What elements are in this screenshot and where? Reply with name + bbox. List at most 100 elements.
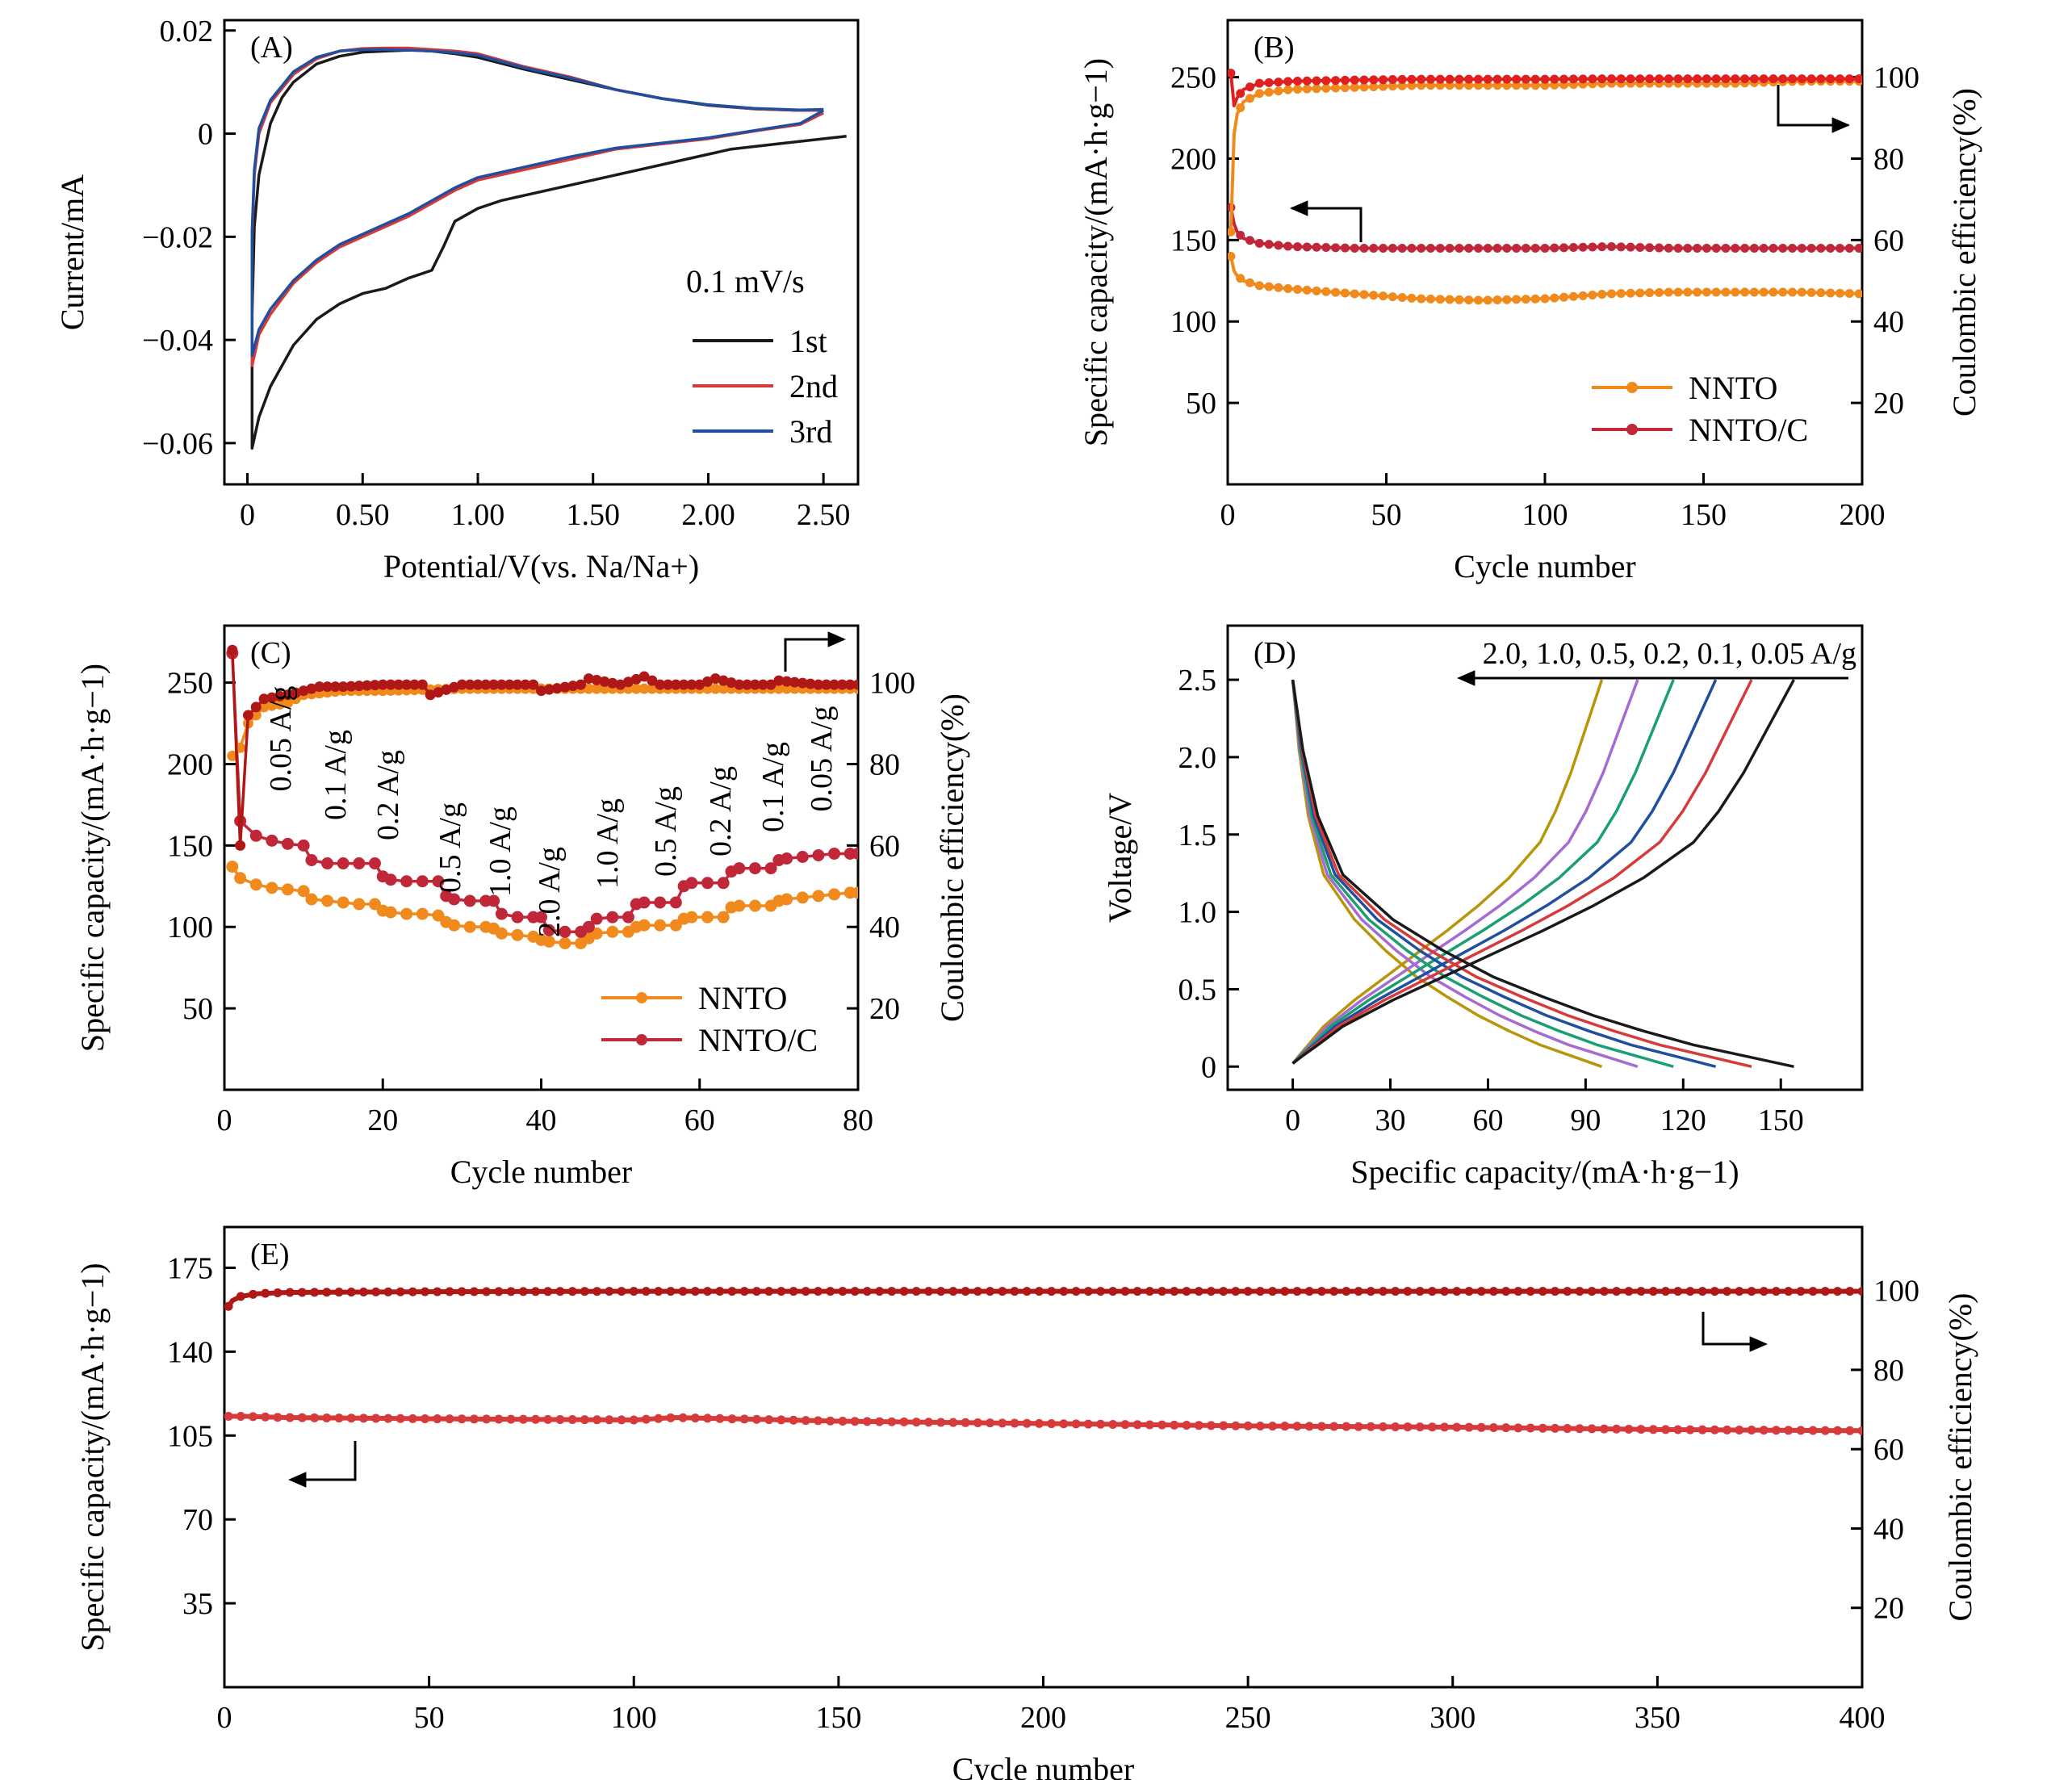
data-point	[1283, 77, 1293, 86]
data-point	[1369, 291, 1379, 300]
data-point	[235, 840, 246, 851]
data-point	[606, 925, 619, 938]
data-point	[1710, 1425, 1719, 1434]
data-point	[1292, 1287, 1302, 1296]
data-point	[1304, 1287, 1314, 1296]
data-point	[1274, 86, 1283, 96]
data-point	[226, 861, 239, 873]
data-point	[875, 1287, 885, 1296]
data-point	[1464, 1422, 1474, 1432]
y2-axis-label: Coulombic efficiency(%)	[1942, 1293, 1978, 1622]
panel-a: 0 0.50 1.00 1.50 2.00 2.50 0.02 0 −0.02 −0.04 −0.0…	[54, 15, 860, 584]
x-axis-label: Specific capacity/(mA·h·g−1)	[1350, 1154, 1739, 1190]
data-point	[1710, 1287, 1719, 1296]
data-point	[1645, 243, 1655, 253]
data-point	[1693, 287, 1702, 297]
arrow-left-line	[292, 1441, 357, 1481]
data-point	[1255, 1421, 1265, 1430]
data-point	[654, 1414, 663, 1423]
data-point	[1379, 243, 1388, 253]
data-point	[852, 886, 858, 899]
data-point	[1661, 1287, 1671, 1296]
data-point	[321, 857, 334, 870]
data-point	[1747, 1287, 1756, 1296]
data-point	[1010, 1287, 1019, 1296]
y-axis-label: Specific capacity/(mA·h·g−1)	[1078, 58, 1114, 446]
data-point	[1683, 243, 1693, 253]
data-point	[297, 1413, 307, 1422]
data-point	[1243, 1287, 1253, 1296]
data-point	[1010, 1418, 1019, 1428]
data-point	[1268, 1422, 1278, 1431]
data-point	[701, 911, 714, 924]
data-point	[1342, 1287, 1351, 1296]
data-point	[862, 1417, 872, 1426]
data-point	[1445, 295, 1455, 304]
data-point	[899, 1287, 909, 1296]
data-point	[629, 1415, 638, 1425]
data-point	[1664, 287, 1673, 297]
panel-e: 0 50 100 150 200 250 300 350 400 35 70 105 140 175 20 4…	[74, 1225, 1978, 1780]
data-point	[1664, 243, 1673, 253]
data-point	[1331, 76, 1341, 86]
data-point	[998, 1418, 1007, 1428]
data-point	[1626, 288, 1635, 298]
data-point	[1835, 243, 1844, 253]
data-point	[1538, 1423, 1547, 1433]
data-point	[685, 911, 698, 924]
data-point	[1597, 242, 1607, 252]
data-point	[1784, 1426, 1794, 1435]
data-point	[1292, 77, 1302, 86]
data-point	[1435, 243, 1445, 253]
data-point	[305, 854, 318, 867]
data-point	[1607, 74, 1617, 84]
y2-tick-label: 100	[869, 667, 915, 701]
data-point	[1403, 1422, 1413, 1432]
data-point	[1473, 243, 1483, 253]
y2-tick-label: 20	[1873, 1592, 1904, 1626]
data-point	[690, 1414, 700, 1423]
data-point	[1749, 287, 1759, 297]
data-point	[1740, 74, 1750, 84]
data-point	[654, 896, 667, 909]
data-point	[1797, 243, 1806, 253]
data-point	[1797, 74, 1806, 84]
data-point	[448, 893, 461, 906]
data-point	[1034, 1418, 1044, 1428]
plot-frame	[223, 1225, 1864, 1689]
data-point	[1835, 74, 1844, 84]
legend-marker	[1626, 424, 1638, 435]
data-point	[1292, 84, 1302, 94]
legend-label: NNTO/C	[698, 1022, 818, 1058]
x-tick-label: 350	[1635, 1701, 1681, 1735]
y2-axis-label: Coulombic efficiency(%)	[934, 693, 970, 1022]
data-point	[1331, 287, 1341, 297]
x-tick-label: 0	[217, 1104, 232, 1137]
data-point	[1268, 1287, 1278, 1296]
data-point	[448, 919, 461, 932]
data-point	[1575, 1424, 1584, 1434]
data-point	[1502, 74, 1512, 84]
x-tick-label: 30	[1375, 1104, 1406, 1137]
data-point	[622, 911, 634, 924]
data-point	[1331, 243, 1341, 253]
data-point	[1243, 1421, 1253, 1430]
data-point	[1530, 243, 1540, 253]
data-point	[1236, 89, 1245, 98]
data-point	[416, 679, 428, 690]
data-point	[580, 1287, 589, 1296]
data-point	[1530, 294, 1540, 304]
rate-label: 0.5 A/g	[433, 802, 467, 893]
data-point	[1820, 1426, 1830, 1435]
data-point	[542, 924, 555, 936]
data-point	[506, 1414, 516, 1424]
x-tick-label: 0	[1220, 498, 1236, 532]
data-point	[1264, 282, 1274, 291]
data-point	[234, 872, 247, 885]
y-tick-label: 35	[182, 1587, 213, 1621]
data-point	[1599, 1424, 1609, 1434]
data-point	[1502, 295, 1512, 304]
y-tick-label: 1.5	[1178, 819, 1217, 852]
data-point	[582, 920, 595, 933]
data-point	[1292, 242, 1302, 252]
